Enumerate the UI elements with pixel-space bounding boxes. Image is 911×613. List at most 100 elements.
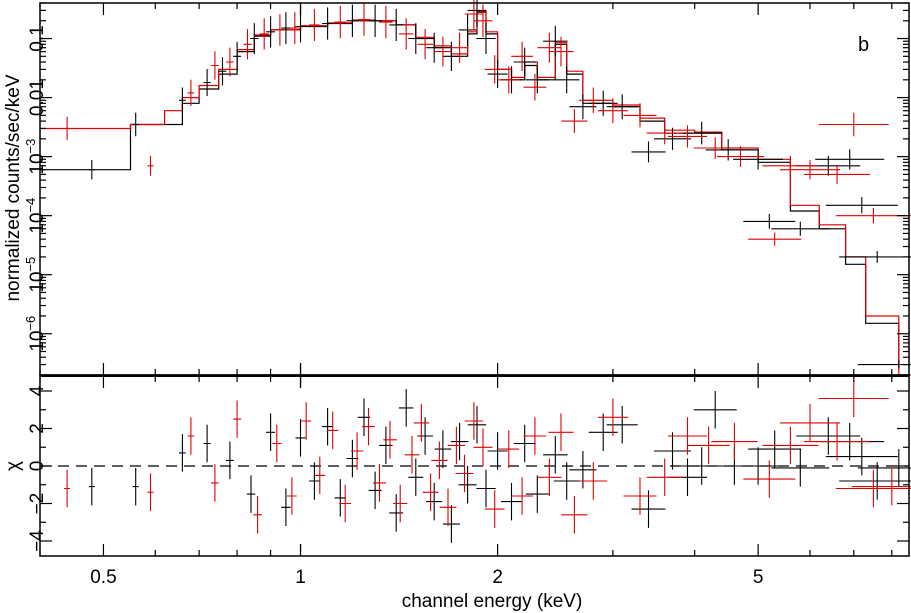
residual-point-s1-23 (442, 505, 460, 543)
top-y-tick-label: 10−4 (23, 198, 48, 234)
residual-point-s1-19 (408, 458, 424, 496)
top-panel (40, 0, 911, 379)
residual-point-s1-21 (426, 482, 443, 521)
residual-point-s2-26 (473, 428, 493, 466)
residual-point-s2-32 (548, 413, 574, 451)
data-point-s2-31 (668, 125, 707, 148)
data-point-s1-11 (322, 7, 334, 40)
residual-point-s2-37 (646, 458, 683, 496)
residual-point-s1-3 (179, 434, 186, 472)
residual-point-s2-7 (272, 424, 282, 463)
bottom-y-tick-label: −2 (27, 493, 48, 515)
x-tick-label: 0.5 (90, 567, 116, 588)
residual-point-s2-36 (623, 477, 657, 515)
data-point-s1-13 (368, 4, 382, 37)
x-tick-label: 2 (492, 567, 503, 588)
data-point-s1-7 (250, 23, 259, 54)
data-point-s2-7 (259, 18, 269, 50)
residual-point-s2-22 (439, 488, 457, 526)
data-point-s1-8 (266, 16, 276, 48)
residual-point-s2-27 (484, 490, 505, 528)
residual-point-s1-26 (467, 406, 487, 444)
data-point-s2-23 (523, 73, 547, 101)
data-point-s2-37 (804, 164, 871, 184)
residual-point-s2-17 (393, 484, 408, 523)
data-point-s1-4 (203, 69, 211, 96)
bottom-y-tick-label: 4 (27, 385, 48, 396)
data-point-s1-34 (733, 149, 784, 170)
data-point-s1-12 (346, 4, 359, 37)
data-point-s1-41 (857, 360, 911, 369)
residual-point-s1-41 (693, 391, 737, 429)
data-point-s2-8 (275, 14, 285, 46)
residual-point-s2-20 (422, 473, 439, 511)
data-point-s2-32 (693, 137, 737, 159)
residual-point-s1-50 (857, 449, 911, 487)
residual-point-s1-29 (501, 482, 522, 521)
residual-point-s2-5 (233, 400, 242, 438)
residual-point-s2-6 (253, 496, 262, 534)
residual-point-s2-19 (413, 404, 430, 442)
axis-ticks (39, 2, 909, 556)
data-point-s1-21 (487, 60, 508, 88)
residual-point-s2-13 (351, 432, 364, 470)
data-point-s1-15 (408, 23, 424, 54)
x-axis-title: channel energy (keV) (402, 591, 583, 612)
data-point-s1-2 (132, 112, 139, 137)
data-point-s2-20 (484, 55, 505, 84)
data-point-s2-3 (187, 79, 195, 106)
data-point-s1-27 (569, 94, 597, 120)
data-point-s2-6 (243, 29, 252, 60)
residual-point-s2-12 (339, 484, 351, 523)
residual-point-s1-24 (450, 422, 469, 461)
data-point-s1-38 (815, 149, 885, 170)
data-point-s1-1 (88, 160, 95, 180)
data-point-s1-10 (295, 10, 306, 43)
data-point-s2-34 (748, 232, 802, 246)
residual-point-s2-43 (780, 404, 840, 442)
residual-point-s1-36 (606, 406, 638, 444)
residual-point-s2-4 (211, 464, 219, 502)
bottom-y-tick-label: 2 (27, 423, 48, 434)
data-point-s1-5 (218, 57, 227, 86)
residual-point-s2-25 (464, 402, 484, 440)
residual-point-s1-10 (309, 462, 320, 500)
residual-point-s2-28 (498, 430, 520, 468)
data-point-s2-15 (417, 29, 433, 60)
residual-point-s2-42 (762, 426, 819, 465)
data-point-s2-16 (434, 36, 452, 67)
data-point-s2-13 (379, 5, 393, 39)
data-point-s2-35 (762, 155, 819, 176)
residual-point-s2-8 (287, 477, 297, 515)
residual-point-s2-33 (561, 496, 588, 534)
residual-point-s1-9 (295, 419, 306, 457)
top-y-tick-label: 10−6 (23, 316, 48, 352)
data-point-s2-33 (717, 146, 764, 167)
residual-point-s1-28 (487, 432, 508, 470)
residual-point-s1-25 (458, 466, 477, 504)
data-point-s2-21 (498, 66, 520, 94)
residual-point-s1-7 (266, 413, 276, 451)
residual-point-s2-15 (372, 464, 387, 502)
top-y-tick-label: 0.01 (27, 79, 48, 116)
data-point-s1-39 (825, 197, 898, 214)
residual-point-s1-37 (631, 490, 666, 528)
data-point-s2-12 (357, 3, 371, 36)
residual-point-s1-34 (569, 451, 597, 489)
residual-point-s2-1 (64, 469, 71, 508)
data-point-s1-40 (839, 251, 911, 263)
data-point-s2-19 (473, 4, 493, 37)
top-data-points (64, 0, 911, 379)
residual-point-s1-8 (281, 488, 291, 526)
residual-point-s2-9 (301, 402, 312, 440)
residual-point-s2-3 (187, 417, 195, 455)
data-point-s2-24 (537, 32, 562, 63)
data-point-s1-24 (525, 66, 549, 94)
model-line-2 (40, 10, 900, 375)
data-point-s2-27 (579, 87, 608, 113)
data-point-s1-29 (606, 94, 638, 120)
data-point-s2-2 (147, 155, 154, 176)
residual-point-s1-49 (839, 462, 911, 500)
residual-point-s1-32 (543, 436, 568, 474)
